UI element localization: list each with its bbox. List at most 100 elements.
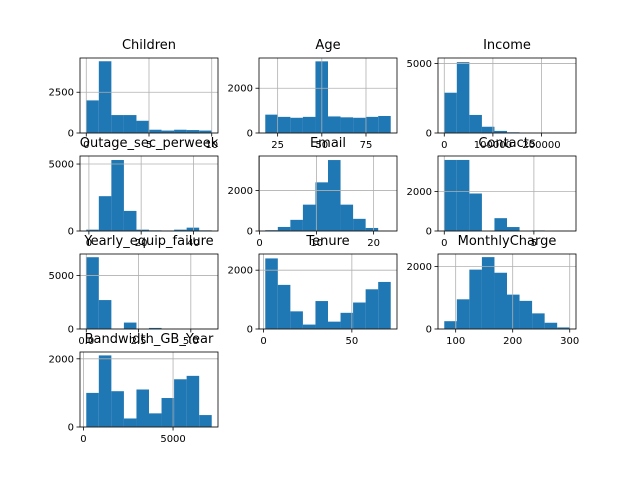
x-tick-label: 20 — [135, 238, 148, 249]
x-tick-label: 75 — [360, 140, 373, 151]
histogram-bar — [98, 196, 112, 231]
histogram-bar — [532, 313, 545, 329]
histogram-bar — [365, 289, 379, 329]
histogram-bar — [265, 114, 278, 133]
histogram-bar — [315, 301, 328, 329]
histogram-bar — [378, 281, 391, 329]
histogram-bar — [174, 129, 187, 133]
histogram-bar — [353, 302, 366, 329]
y-tick-label: 5000 — [407, 59, 432, 70]
histogram-bar — [265, 230, 278, 231]
histogram-bar — [174, 229, 187, 231]
histogram-bar — [469, 193, 482, 231]
x-tick-label: 2.5 — [131, 336, 147, 347]
subplot-title: Contacts — [478, 136, 536, 151]
histogram-bar — [469, 269, 482, 329]
axes-frame — [437, 155, 577, 232]
x-tick-label: 10 — [205, 140, 218, 151]
histogram-bar — [302, 116, 316, 133]
histogram-bar — [340, 117, 354, 133]
histogram-bar — [302, 324, 316, 329]
histogram-bar — [149, 327, 162, 329]
y-tick-label: 2500 — [49, 88, 74, 99]
histogram-bar — [544, 322, 558, 329]
histogram-bar — [469, 114, 482, 133]
x-tick-label: 5 — [531, 238, 537, 249]
histogram-bar — [123, 210, 137, 231]
axes-frame — [79, 155, 219, 232]
x-tick-label: 0 — [260, 336, 266, 347]
x-tick-label: 0 — [441, 140, 447, 151]
histogram-bar — [199, 130, 212, 133]
histogram-bar — [136, 389, 149, 427]
histogram-bar — [86, 229, 99, 231]
histogram-bar — [456, 62, 470, 133]
axes-frame — [258, 253, 398, 330]
y-tick-label: 2000 — [228, 266, 253, 277]
histogram-bar — [519, 300, 533, 329]
histogram-bar — [456, 159, 470, 231]
x-tick-label: 0 — [256, 238, 262, 249]
histogram-bar — [315, 182, 328, 231]
x-tick-label: 5000 — [160, 434, 185, 445]
subplot-title: Income — [483, 38, 531, 53]
x-tick-label: 0 — [441, 238, 447, 249]
subplot-title: Age — [315, 38, 340, 53]
y-tick-label: 0 — [68, 129, 74, 140]
histogram-bar — [277, 116, 291, 133]
histogram-bar — [507, 294, 520, 329]
y-tick-label: 0 — [68, 325, 74, 336]
y-tick-label: 5000 — [49, 271, 74, 282]
histogram-bar — [328, 116, 341, 133]
histogram-bar — [494, 130, 507, 133]
y-tick-label: 2000 — [228, 84, 253, 95]
x-tick-label: 200 — [503, 336, 522, 347]
x-tick-label: 0 — [83, 140, 89, 151]
histogram-bar — [340, 312, 354, 329]
histogram-bar — [444, 159, 457, 231]
subplot-title: Outage_sec_perweek — [80, 136, 219, 151]
axes-frame — [79, 351, 219, 428]
histogram-bar — [290, 117, 303, 133]
histogram-bar — [277, 226, 291, 231]
histogram-bar — [111, 391, 124, 427]
y-tick-label: 0 — [247, 129, 253, 140]
subplot-title: Yearly_equip_failure — [83, 234, 213, 249]
x-tick-label: 40 — [187, 238, 200, 249]
y-tick-label: 2000 — [407, 262, 432, 273]
histogram-bar — [557, 327, 570, 329]
histogram-bar — [365, 116, 379, 133]
histogram-bar — [265, 258, 278, 329]
y-tick-label: 0 — [426, 227, 432, 238]
histogram-bar — [86, 257, 99, 329]
histogram-bar — [507, 227, 520, 231]
x-tick-label: 10 — [310, 238, 323, 249]
histogram-bar — [186, 227, 200, 231]
x-tick-label: 25 — [271, 140, 284, 151]
histogram-bar — [481, 126, 495, 133]
histogram-bar — [199, 415, 212, 427]
histogram-bar — [123, 418, 137, 427]
histogram-bar — [444, 92, 457, 133]
histogram-bar — [98, 61, 112, 134]
x-tick-label: 100 — [446, 336, 465, 347]
axes-frame — [79, 57, 219, 134]
histogram-bar — [186, 130, 200, 133]
histogram-bar — [456, 299, 470, 329]
histogram-bar — [149, 129, 162, 133]
x-tick-label: 300 — [560, 336, 579, 347]
histogram-bar — [136, 120, 149, 133]
y-tick-label: 2000 — [407, 187, 432, 198]
x-tick-label: 5 — [146, 140, 152, 151]
x-tick-label: 5.0 — [183, 336, 199, 347]
subplot-title: Tenure — [305, 234, 349, 249]
axes-frame — [258, 155, 398, 232]
histogram-bar — [161, 398, 175, 427]
histogram-bar — [481, 257, 495, 329]
histogram-bar — [86, 392, 99, 427]
x-tick-label: 0 — [86, 238, 92, 249]
subplot-title: Bandwidth_GB_Year — [85, 332, 214, 347]
x-tick-label: 20 — [367, 238, 380, 249]
y-tick-label: 0 — [426, 129, 432, 140]
